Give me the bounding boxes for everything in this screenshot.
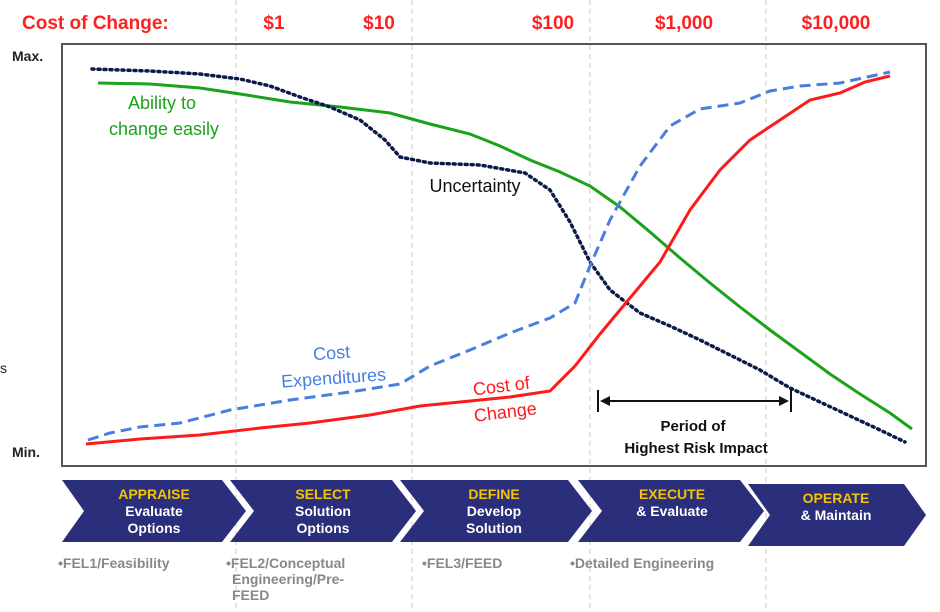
- phase-define-sub2: Solution: [466, 520, 522, 536]
- phase-chevrons: [62, 480, 926, 546]
- sublabel-define: •FEL3/FEED: [422, 555, 502, 571]
- phase-define-title: DEFINE: [468, 486, 519, 502]
- chevron-appraise: [62, 480, 246, 542]
- sublabel-appraise: •FEL1/Feasibility: [58, 555, 170, 571]
- chevron-operate: [748, 484, 926, 546]
- sublabel-execute: •Detailed Engineering: [570, 555, 714, 571]
- ability-label-line1: Ability to: [128, 93, 196, 113]
- phase-appraise-sub1: Evaluate: [125, 503, 183, 519]
- chevron-define: [400, 480, 592, 542]
- cost-tick-100: $100: [532, 13, 574, 34]
- cost-of-change-label-line2: Change: [473, 398, 538, 426]
- risk-period-line1: Period of: [660, 418, 726, 435]
- phase-select-sub2: Options: [297, 520, 350, 536]
- chevron-select: [230, 480, 416, 542]
- expenditures-label-line2: Expenditures: [280, 364, 386, 391]
- axis-min-label: Min.: [12, 444, 40, 460]
- expenditures-curve: [87, 70, 891, 442]
- bracket-arrow-right: [779, 396, 789, 406]
- cost-tick-10000: $10,000: [802, 13, 871, 34]
- plot-frame: [61, 43, 927, 467]
- ability-label-line2: change easily: [109, 119, 219, 139]
- axis-edge-mark: s: [0, 360, 7, 376]
- expenditures-label-line1: Cost: [312, 342, 350, 365]
- cost-of-change-curve: [85, 74, 891, 446]
- cost-of-change-title: Cost of Change:: [22, 13, 169, 34]
- phase-define-sub1: Develop: [467, 503, 521, 519]
- phase-operate-title: OPERATE: [803, 490, 870, 506]
- phase-separators: [235, 0, 767, 612]
- phase-execute-sub1: & Evaluate: [636, 503, 708, 519]
- phase-operate-sub1: & Maintain: [801, 507, 872, 523]
- chevron-execute: [578, 480, 764, 542]
- cost-tick-10: $10: [363, 13, 395, 34]
- cost-tick-1: $1: [263, 13, 285, 34]
- risk-period-bracket: [597, 390, 792, 412]
- sublabel-select-line3: FEED: [232, 587, 269, 603]
- risk-period-line2: Highest Risk Impact: [624, 440, 767, 457]
- axis-max-label: Max.: [12, 48, 43, 64]
- ability-curve: [97, 81, 913, 431]
- sublabel-select-line2: Engineering/Pre-: [232, 571, 344, 587]
- phase-select-sub1: Solution: [295, 503, 351, 519]
- uncertainty-label: Uncertainty: [429, 176, 520, 196]
- sublabel-select-line1: •FEL2/Conceptual: [226, 555, 345, 571]
- bracket-arrow-left: [600, 396, 610, 406]
- cost-tick-1000: $1,000: [655, 13, 713, 34]
- phase-select-title: SELECT: [295, 486, 351, 502]
- phase-appraise-sub2: Options: [128, 520, 181, 536]
- phase-appraise-title: APPRAISE: [118, 486, 190, 502]
- phase-execute-title: EXECUTE: [639, 486, 705, 502]
- uncertainty-curve: [90, 67, 907, 444]
